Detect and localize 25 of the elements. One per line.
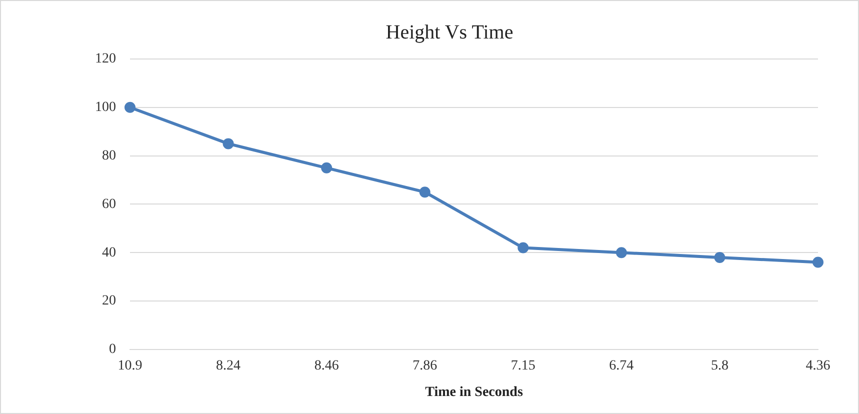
x-tick-label: 8.24	[216, 358, 241, 374]
point	[714, 252, 726, 263]
point	[419, 186, 430, 198]
x-tick-label: 7.15	[510, 358, 536, 374]
x-tick-label: 7.86	[412, 358, 438, 374]
point	[616, 247, 627, 258]
x-tick-label: 8.46	[314, 358, 339, 374]
x-axis-title: Time in Seconds	[425, 385, 524, 400]
chart-title: Height Vs Time	[386, 21, 514, 44]
y-tick-label: 60	[102, 196, 116, 212]
y-tick-label: 80	[102, 148, 116, 164]
point	[222, 138, 234, 150]
y-tick-label: 20	[102, 294, 116, 309]
y-tick-label: 40	[102, 245, 116, 260]
x-tick-label: 4.36	[806, 358, 830, 374]
point	[518, 242, 529, 254]
point	[812, 256, 824, 268]
x-tick-label: 6.74	[609, 358, 634, 374]
point	[124, 102, 136, 113]
point	[321, 162, 332, 174]
x-tick-label: 10.9	[118, 358, 142, 374]
y-tick-label: 0	[109, 342, 116, 358]
y-tick-label: 120	[95, 52, 116, 67]
x-tick-label: 5.8	[710, 358, 728, 374]
y-tick-label: 100	[95, 100, 116, 116]
